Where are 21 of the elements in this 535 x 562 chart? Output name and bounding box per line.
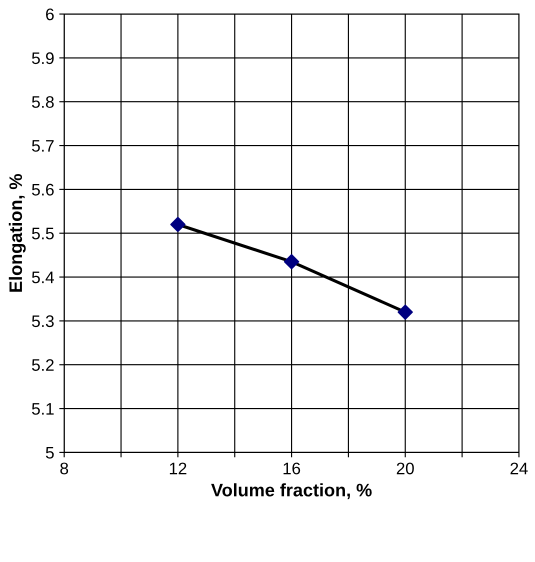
x-axis-title: Volume fraction, % xyxy=(211,483,372,500)
x-tick-label: 16 xyxy=(284,462,300,474)
x-tick-label: 20 xyxy=(396,462,414,474)
y-axis-title: Elongation, % xyxy=(8,174,26,292)
x-tick-label: 24 xyxy=(510,462,528,474)
x-tick-label: 12 xyxy=(170,462,186,474)
y-tick-label: 5.1 xyxy=(32,403,54,415)
y-tick-label: 5.6 xyxy=(32,184,54,196)
y-tick-label: 5.5 xyxy=(32,228,54,240)
y-tick-label: 5.9 xyxy=(32,52,54,64)
y-tick-label: 5 xyxy=(46,446,54,459)
y-tick-label: 5.2 xyxy=(32,359,54,371)
y-tick-label: 5.7 xyxy=(32,140,54,152)
point xyxy=(398,304,413,320)
x-tick-label: 8 xyxy=(60,462,68,474)
y-tick-label: 6 xyxy=(46,8,54,20)
y-tick-label: 5.4 xyxy=(32,272,54,284)
y-tick-label: 5.8 xyxy=(32,96,54,108)
y-tick-label: 5.3 xyxy=(32,315,54,328)
point xyxy=(284,254,300,270)
point xyxy=(170,216,186,232)
